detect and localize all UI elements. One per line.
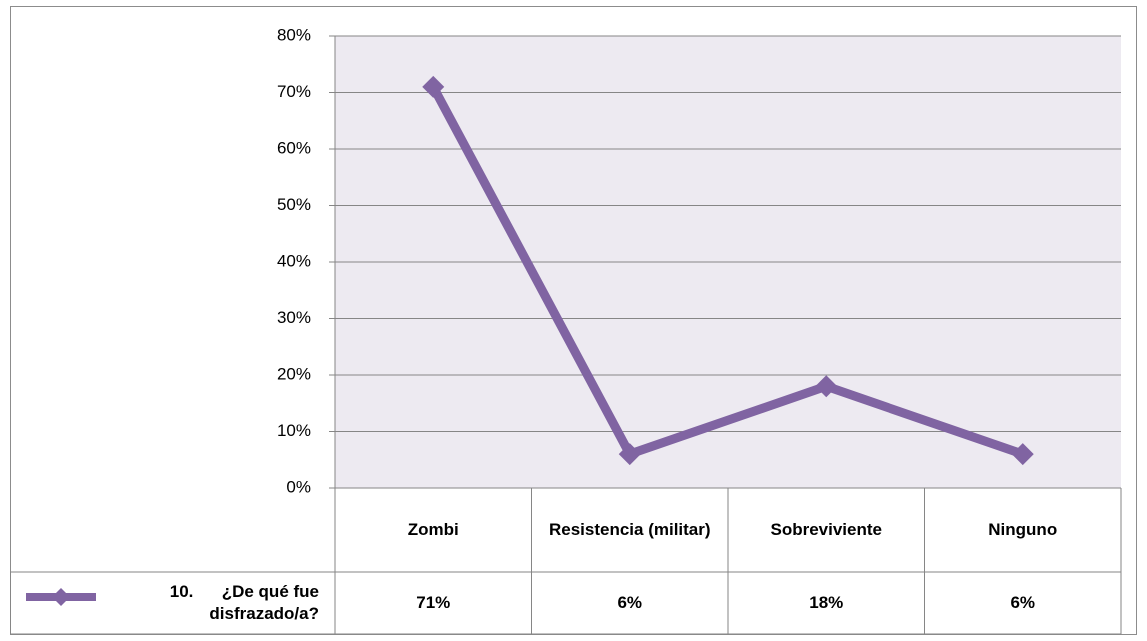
- y-tick-label: 30%: [277, 308, 311, 327]
- data-table-value: 6%: [617, 593, 643, 612]
- y-tick-label: 60%: [277, 138, 311, 157]
- y-tick-label: 80%: [277, 25, 311, 44]
- legend-key: [52, 588, 70, 606]
- point-marker: [815, 375, 838, 398]
- category-label: Sobreviviente: [770, 520, 883, 539]
- point-marker: [422, 75, 445, 98]
- y-tick-label: 10%: [277, 421, 311, 440]
- category-label: Zombi: [407, 520, 459, 539]
- y-tick-label: 70%: [277, 82, 311, 101]
- y-tick-label: 50%: [277, 195, 311, 214]
- category-label: Ninguno: [988, 520, 1058, 539]
- y-tick-label: 0%: [286, 477, 311, 496]
- point-marker: [1011, 443, 1034, 466]
- y-tick-label: 40%: [277, 251, 311, 270]
- y-tick-label: 20%: [277, 364, 311, 383]
- legend-label: 10. ¿De qué fue disfrazado/a?: [169, 582, 324, 623]
- point-marker: [618, 443, 641, 466]
- category-label: Resistencia (militar): [548, 520, 711, 539]
- data-table-value: 71%: [416, 593, 451, 612]
- series-line: [429, 84, 1025, 459]
- data-table-value: 18%: [809, 593, 844, 612]
- data-table-value: 6%: [1010, 593, 1036, 612]
